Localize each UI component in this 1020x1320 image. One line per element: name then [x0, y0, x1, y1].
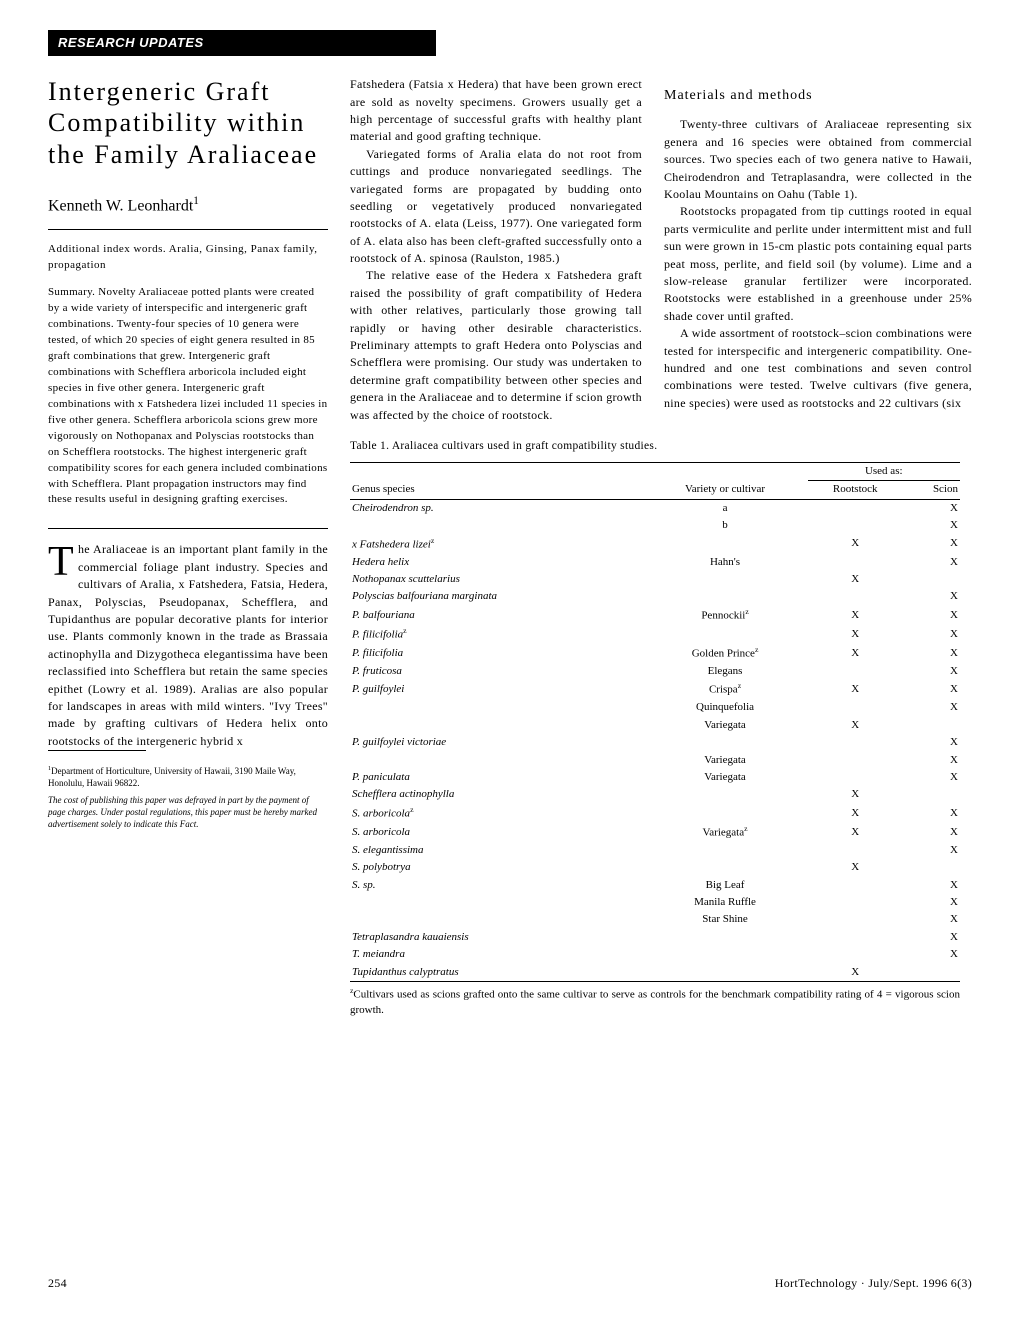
author: Kenneth W. Leonhardt1 [48, 194, 328, 218]
table-row: Hedera helixHahn'sX [350, 554, 960, 571]
table-row: Tupidanthus calyptratusX [350, 964, 960, 981]
para3: Variegated forms of Aralia elata do not … [350, 146, 642, 268]
index-words-label: Additional index words. [48, 243, 166, 255]
section-header: RESEARCH UPDATES [48, 30, 436, 56]
dropcap: T [48, 541, 78, 581]
table-row: P. fruticosaElegansX [350, 663, 960, 680]
th-scion: Scion [903, 481, 960, 499]
cultivar-table: Used as: Genus species Variety or cultiv… [350, 462, 960, 981]
table-row: S. arboricolazXX [350, 804, 960, 823]
table-row: QuinquefoliaX [350, 699, 960, 716]
para6: Rootstocks propagated from tip cuttings … [664, 203, 972, 325]
footnote-cost-text: The cost of publishing this paper was de… [48, 795, 317, 828]
table-row: P. guilfoyleiCrispazXX [350, 680, 960, 699]
table-row: Polyscias balfouriana marginataX [350, 588, 960, 605]
footnote-cost: The cost of publishing this paper was de… [48, 795, 328, 830]
materials-heading: Materials and methods [664, 86, 972, 106]
table-row: Tetraplasandra kauaiensisX [350, 929, 960, 946]
table-row: P. guilfoylei victoriaeX [350, 734, 960, 751]
table-row: T. meiandraX [350, 946, 960, 963]
intro-paragraph: The Araliaceae is an important plant fam… [48, 541, 328, 750]
footnote-dept: 1Department of Horticulture, University … [48, 765, 328, 789]
table-row: VariegataX [350, 752, 960, 769]
table-row: Manila RuffleX [350, 894, 960, 911]
divider [48, 229, 328, 230]
table-row: Nothopanax scuttelariusX [350, 571, 960, 588]
column-3: Materials and methods Twenty-three culti… [664, 76, 972, 424]
summary: Summary. Novelty Araliaceae potted plant… [48, 285, 328, 508]
table-row: VariegataX [350, 717, 960, 734]
table-row: S. arboricolaVariegatazXX [350, 823, 960, 842]
page-number: 254 [48, 1275, 67, 1292]
footnote-dept-text: Department of Horticulture, University o… [48, 766, 296, 788]
table-row: bX [350, 517, 960, 534]
summary-text: Novelty Araliaceae potted plants were cr… [48, 286, 327, 505]
th-genus: Genus species [350, 481, 643, 499]
author-name: Kenneth W. Leonhardt [48, 197, 193, 214]
table-row: Star ShineX [350, 911, 960, 928]
table-caption: Table 1. Araliacea cultivars used in gra… [350, 438, 960, 454]
index-words: Additional index words. Aralia, Ginsing,… [48, 242, 328, 273]
column-2: Fatshedera (Fatsia x Hedera) that have b… [350, 76, 642, 424]
table-footnote: zCultivars used as scions grafted onto t… [350, 986, 960, 1018]
th-used-as: Used as: [808, 463, 961, 481]
table-row: P. balfourianaPennockiizXX [350, 606, 960, 625]
para7: A wide assortment of rootstock–scion com… [664, 325, 972, 412]
journal-info: HortTechnology · July/Sept. 1996 6(3) [775, 1275, 972, 1292]
table-footnote-text: Cultivars used as scions grafted onto th… [350, 989, 960, 1016]
article-title: Intergeneric Graft Compatibility within … [48, 76, 328, 170]
para4: The relative ease of the Hedera x Fatshe… [350, 267, 642, 424]
table-row: P. filicifoliaGolden PrincezXX [350, 644, 960, 663]
table-row: S. elegantissimaX [350, 842, 960, 859]
summary-label: Summary. [48, 286, 95, 298]
divider [48, 528, 328, 529]
th-rootstock: Rootstock [808, 481, 903, 499]
table-row: P. paniculataVariegataX [350, 769, 960, 786]
table-row: Cheirodendron sp.aX [350, 499, 960, 517]
table-row: P. filicifoliazXX [350, 625, 960, 644]
th-variety: Variety or cultivar [643, 481, 808, 499]
table-row: S. sp.Big LeafX [350, 877, 960, 894]
author-sup: 1 [193, 195, 199, 207]
footnote-divider [48, 750, 146, 751]
footer: 254 HortTechnology · July/Sept. 1996 6(3… [48, 1275, 972, 1292]
para5: Twenty-three cultivars of Araliaceae rep… [664, 116, 972, 203]
para2: Fatshedera (Fatsia x Hedera) that have b… [350, 76, 642, 146]
intro-text: he Araliaceae is an important plant fami… [48, 542, 328, 747]
table-block: Table 1. Araliacea cultivars used in gra… [350, 438, 960, 1018]
table-row: Schefflera actinophyllaX [350, 786, 960, 803]
table-row: x Fatshedera lizeizXX [350, 535, 960, 554]
table-row: S. polybotryaX [350, 859, 960, 876]
